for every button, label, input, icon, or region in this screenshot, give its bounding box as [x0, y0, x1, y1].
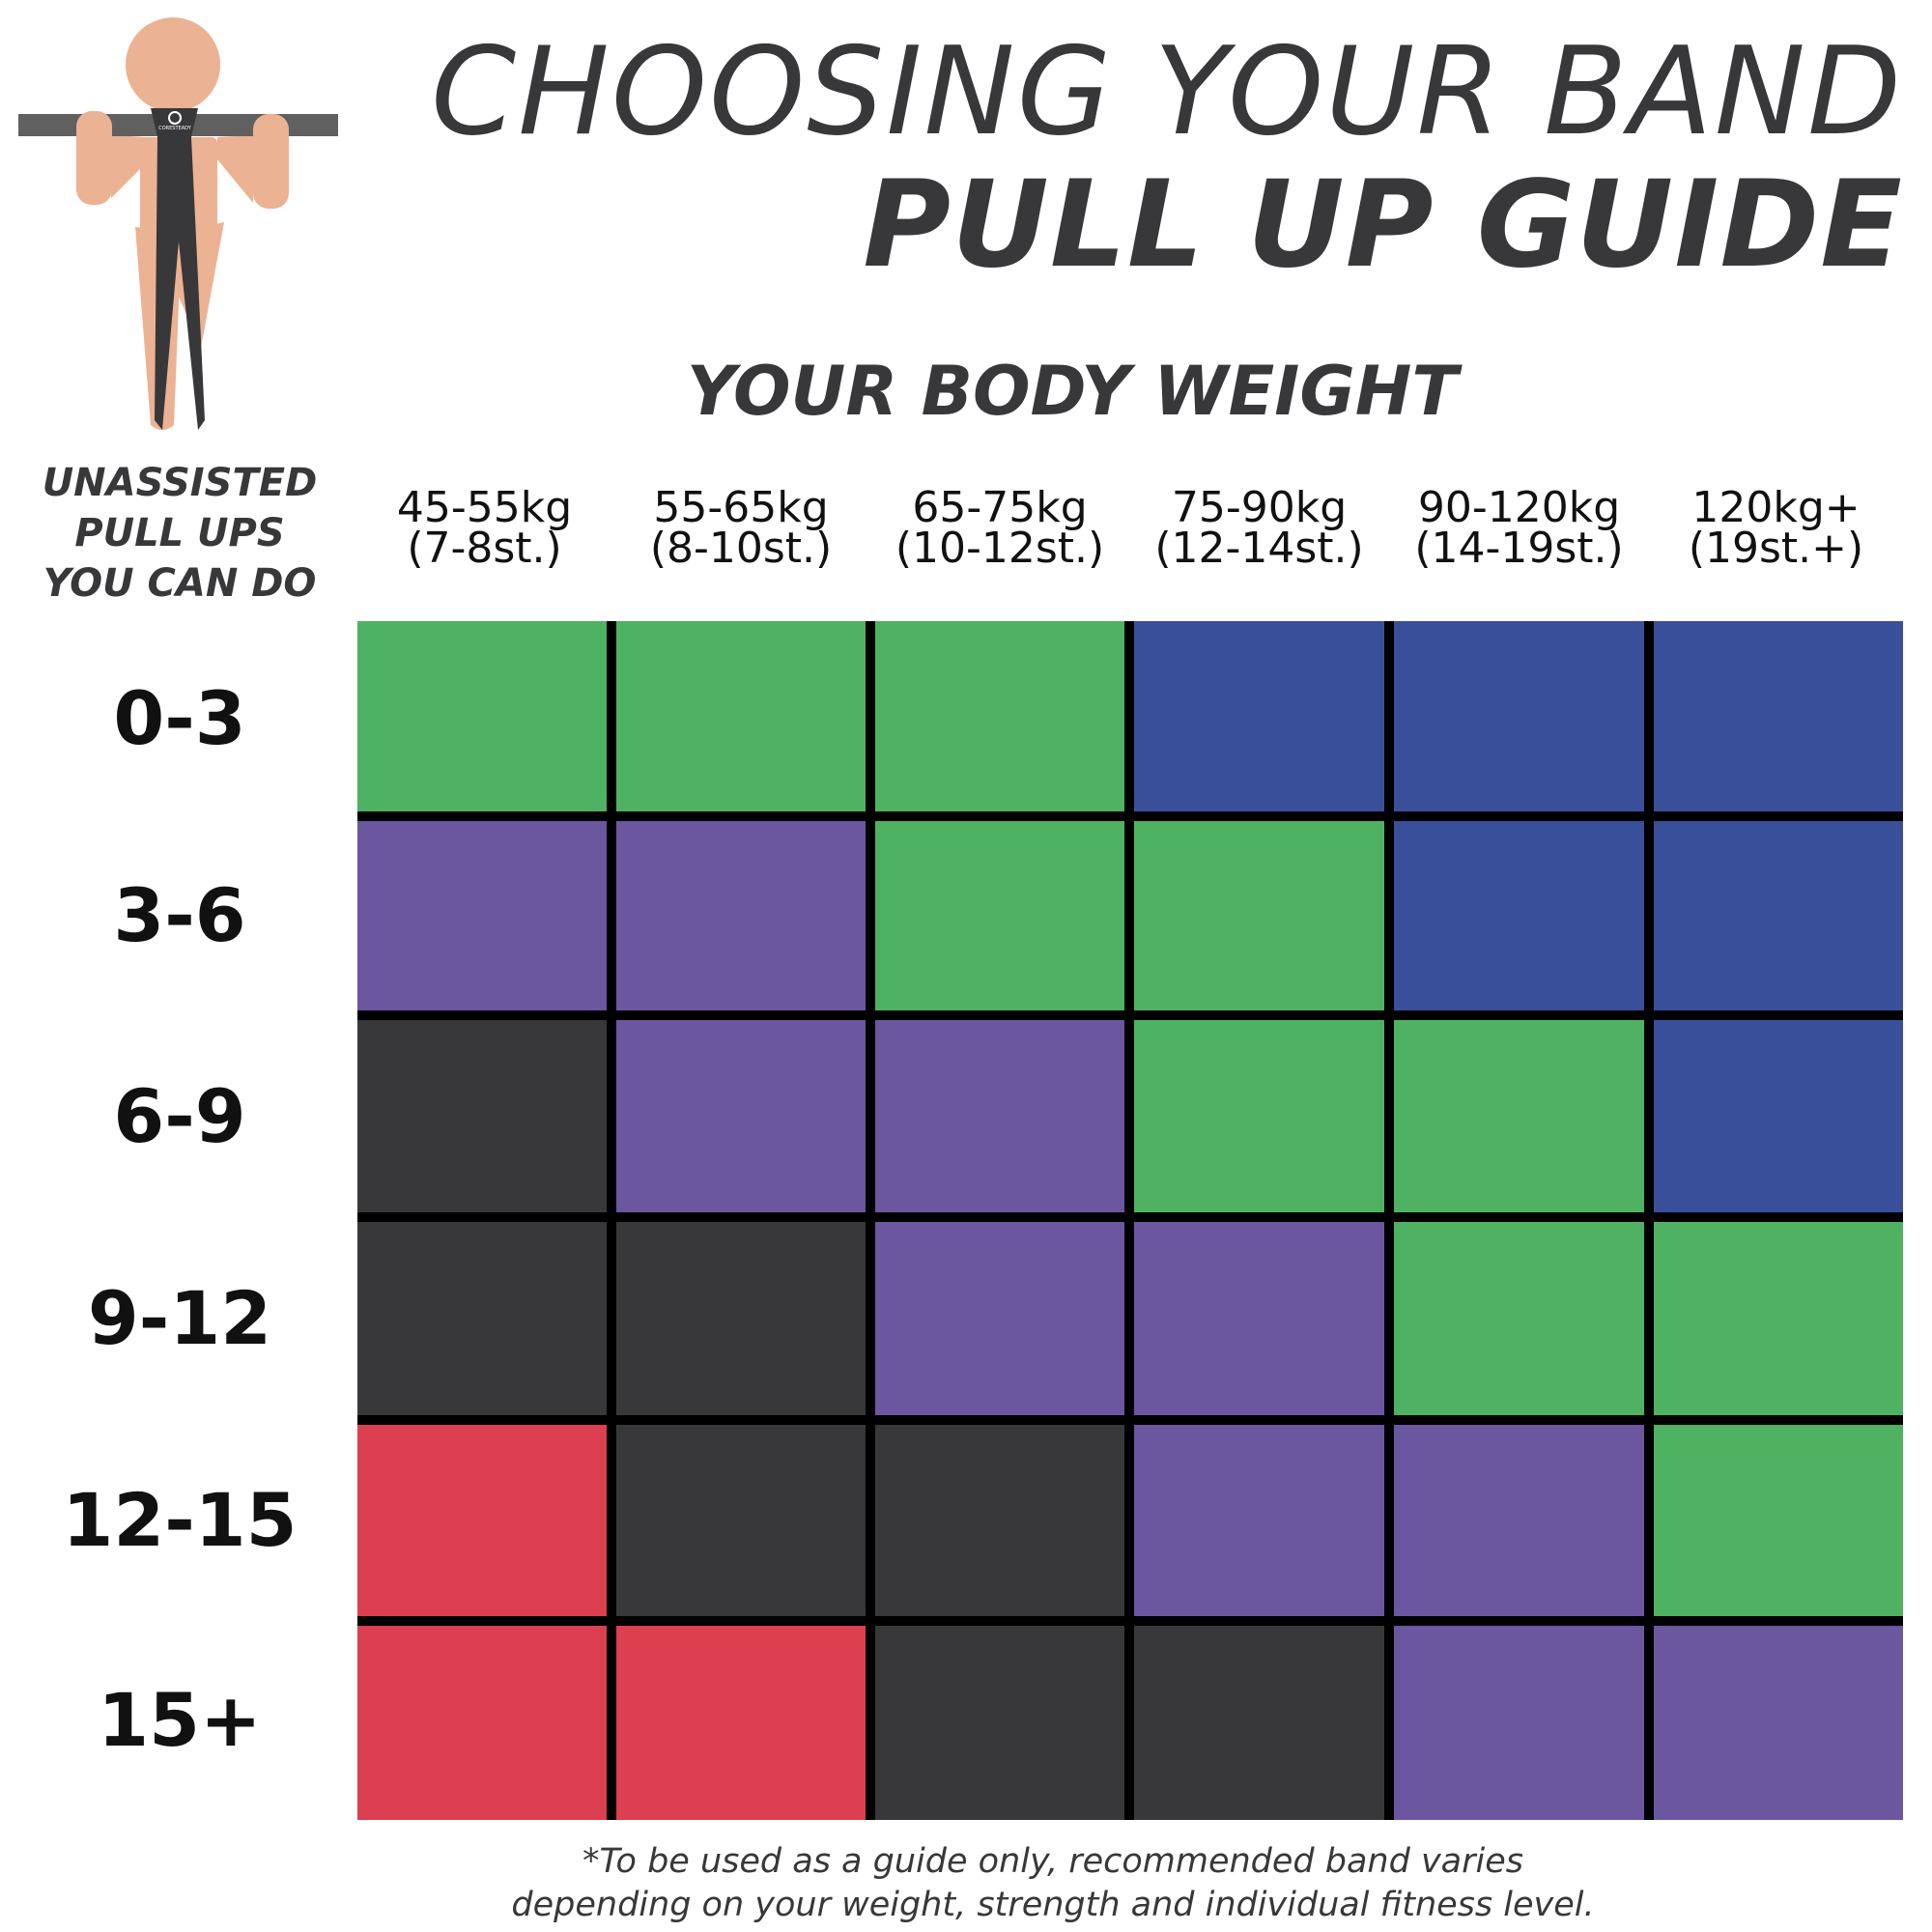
band-logo: CORESTEADY [158, 126, 191, 131]
footnote: *To be used as a guide only, recommended… [357, 1840, 1748, 1927]
band-cell-red [357, 1626, 607, 1820]
weight-stone: (19st.+) [1688, 524, 1864, 573]
pull-ups-heading-line: YOU CAN DO [43, 561, 317, 606]
band-cell-green [1134, 821, 1384, 1010]
weight-kg: 120kg+ [1691, 483, 1861, 532]
weight-stone: (8-10st.) [649, 524, 833, 573]
head [126, 17, 220, 112]
band-cell-green [1654, 1222, 1903, 1415]
column-header: 65-75kg (10-12st.) [870, 483, 1129, 573]
weight-kg: 90-120kg [1417, 483, 1621, 532]
weight-kg: 45-55kg [396, 483, 573, 532]
row-header: 15+ [98, 1677, 262, 1763]
band-cell-green [875, 821, 1124, 1010]
column-header: 45-55kg (7-8st.) [355, 483, 614, 573]
weight-stone: (12-14st.) [1154, 524, 1364, 573]
weight-stone: (10-12st.) [895, 524, 1105, 573]
band-cell-purple [1134, 1222, 1384, 1415]
band-cell-black [357, 1222, 607, 1415]
band-cell-green [1394, 1020, 1644, 1212]
row-header: 12-15 [62, 1477, 298, 1563]
band-cell-blue [1654, 621, 1903, 811]
band-cell-red [357, 1425, 607, 1616]
right-arm [217, 135, 253, 203]
pull-ups-heading-line: PULL UPS [74, 511, 285, 555]
band-cell-purple [357, 821, 607, 1010]
band-cell-black [875, 1626, 1124, 1820]
band-cell-green [1394, 1222, 1644, 1415]
row-header: 3-6 [113, 872, 246, 958]
band-cell-purple [1394, 1425, 1644, 1616]
band-cell-black [616, 1222, 866, 1415]
row-header: 0-3 [113, 675, 246, 761]
row-header: 6-9 [113, 1072, 246, 1159]
band-cell-purple [875, 1020, 1124, 1212]
column-header: 55-65kg (8-10st.) [611, 483, 870, 573]
band-cell-purple [1654, 1626, 1903, 1820]
weight-stone: (7-8st.) [407, 524, 562, 573]
band-cell-blue [1394, 621, 1644, 811]
footnote-line: *To be used as a guide only, recommended… [582, 1842, 1524, 1881]
band-cell-blue [1654, 821, 1903, 1010]
resistance-band [151, 108, 205, 430]
weight-kg: 75-90kg [1171, 483, 1348, 532]
row-header: 9-12 [87, 1275, 272, 1361]
left-arm [111, 135, 145, 198]
band-cell-green [616, 621, 866, 811]
body-weight-heading: YOUR BODY WEIGHT [686, 352, 1459, 431]
right-hand [253, 114, 289, 209]
band-cell-green [357, 621, 607, 811]
band-cell-red [616, 1626, 866, 1820]
column-header: 90-120kg (14-19st.) [1390, 483, 1649, 573]
band-cell-purple [616, 821, 866, 1010]
band-cell-green [875, 621, 1124, 811]
band-cell-black [1134, 1626, 1384, 1820]
title-line-2: PULL UP GUIDE [863, 156, 1903, 295]
band-cell-purple [875, 1222, 1124, 1415]
band-cell-black [875, 1425, 1124, 1616]
pull-up-figure-illustration: CORESTEADY [18, 17, 338, 430]
band-cell-blue [1134, 621, 1384, 811]
weight-kg: 55-65kg [653, 483, 829, 532]
band-cell-purple [616, 1020, 866, 1212]
pull-ups-heading-line: UNASSISTED [42, 461, 318, 505]
title-line-1: CHOOSING YOUR BAND [431, 20, 1903, 162]
column-header: 75-90kg (12-14st.) [1130, 483, 1389, 573]
left-hand [76, 111, 112, 205]
band-cell-green [1134, 1020, 1384, 1212]
band-cell-blue [1654, 1020, 1903, 1212]
band-cell-black [616, 1425, 866, 1616]
footnote-line: depending on your weight, strength and i… [511, 1886, 1595, 1924]
band-grid [357, 621, 1903, 1820]
column-header: 120kg+ (19st.+) [1647, 483, 1906, 573]
weight-kg: 65-75kg [912, 483, 1088, 532]
band-cell-purple [1394, 1626, 1644, 1820]
band-cell-black [357, 1020, 607, 1212]
band-cell-blue [1394, 821, 1644, 1010]
weight-stone: (14-19st.) [1414, 524, 1624, 573]
band-cell-purple [1134, 1425, 1384, 1616]
pull-ups-heading: UNASSISTED PULL UPS YOU CAN DO [0, 458, 359, 609]
band-cell-green [1654, 1425, 1903, 1616]
